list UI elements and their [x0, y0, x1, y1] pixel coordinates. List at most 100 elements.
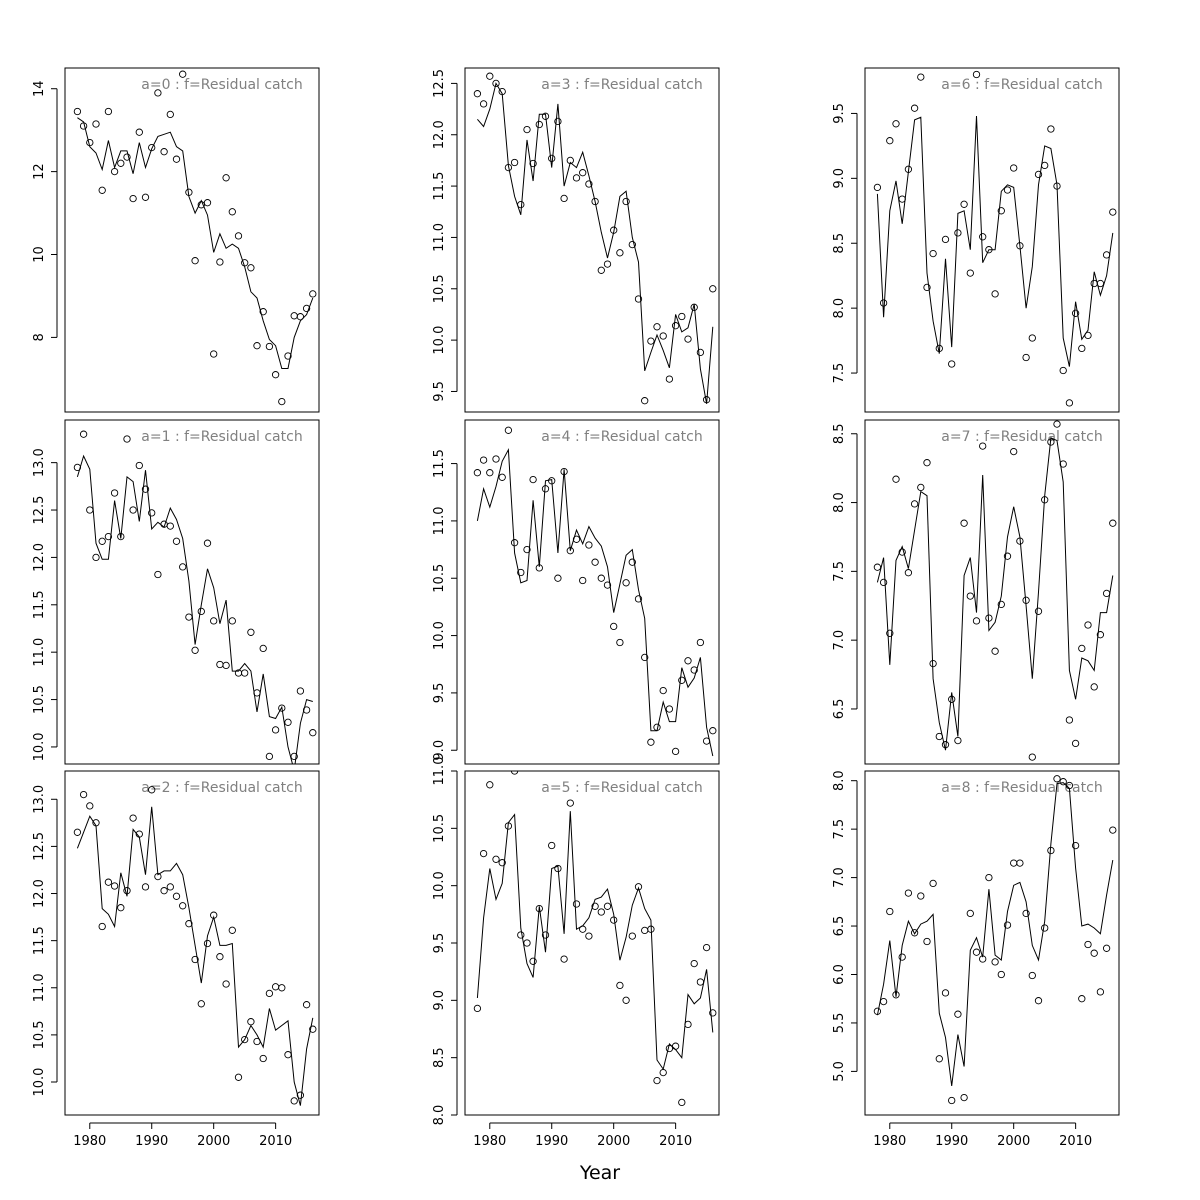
- observed-point: [616, 249, 624, 257]
- y-tick-label: 8.5: [832, 423, 847, 444]
- observed-point: [148, 509, 156, 517]
- observed-point: [123, 887, 131, 895]
- plot-frame: [464, 770, 720, 1116]
- observed-point: [997, 970, 1005, 979]
- x-tick-label: 1980: [473, 1134, 506, 1149]
- observed-point: [1028, 334, 1036, 342]
- observed-point: [253, 342, 261, 350]
- observed-point: [709, 285, 717, 293]
- observed-point: [191, 955, 199, 964]
- observed-point: [991, 958, 999, 966]
- observed-point: [671, 747, 680, 756]
- observed-point: [309, 1025, 317, 1033]
- observed-point: [641, 397, 649, 405]
- observed-point: [892, 475, 900, 483]
- observed-point: [634, 883, 643, 891]
- observed-point: [265, 752, 274, 761]
- observed-point: [210, 911, 218, 919]
- observed-point: [622, 197, 630, 206]
- observed-point: [265, 342, 274, 351]
- observed-point: [79, 122, 88, 130]
- observed-point: [284, 1051, 292, 1059]
- observed-point: [129, 194, 137, 203]
- observed-point: [278, 704, 286, 712]
- y-tick-label: 10.0: [32, 1068, 47, 1097]
- observed-point: [284, 718, 292, 726]
- observed-point: [929, 659, 937, 668]
- y-tick-label: 7.5: [832, 819, 847, 840]
- observed-point: [210, 350, 218, 358]
- observed-point: [610, 622, 618, 631]
- observed-point: [628, 240, 636, 249]
- observed-point: [104, 107, 113, 116]
- observed-point: [203, 939, 212, 948]
- observed-point: [234, 1073, 243, 1081]
- observed-point: [702, 943, 711, 952]
- observed-point: [185, 920, 193, 928]
- observed-point: [1016, 242, 1024, 250]
- observed-point: [696, 978, 705, 986]
- observed-point: [954, 1010, 962, 1018]
- observed-point: [1028, 753, 1036, 761]
- observed-point: [1003, 186, 1012, 194]
- observed-point: [904, 165, 913, 173]
- y-tick-label: 9.5: [432, 381, 447, 402]
- chart-panel: a=1 : f=Residual catch 10.0 10.5 11.0 11.5 12…: [32, 419, 320, 765]
- observed-point: [960, 519, 968, 527]
- observed-point: [510, 158, 519, 167]
- x-tick-label: 2000: [197, 1134, 230, 1149]
- panel-grid: a=0 : f=Residual catch 8 10 12 14 a=3 : f=Res…: [32, 67, 1120, 1149]
- observed-point: [222, 980, 230, 988]
- observed-point: [597, 266, 605, 274]
- observed-point: [628, 558, 636, 566]
- y-tick-label: 7.0: [832, 867, 847, 888]
- observed-point: [641, 926, 649, 935]
- observed-point: [622, 996, 630, 1004]
- observed-point: [960, 200, 968, 208]
- observed-point: [923, 937, 931, 946]
- observed-point: [1034, 170, 1043, 179]
- y-tick-label: 8.5: [832, 233, 847, 254]
- observed-point: [616, 638, 624, 647]
- observed-point: [560, 955, 568, 963]
- fitted-line: [77, 117, 314, 369]
- observed-point: [222, 174, 230, 182]
- observed-point: [948, 360, 956, 368]
- observed-point: [172, 537, 181, 545]
- observed-point: [247, 264, 255, 272]
- observed-point: [972, 617, 981, 625]
- observed-point: [634, 295, 643, 303]
- observed-point: [591, 902, 599, 910]
- observed-point: [665, 1044, 674, 1053]
- observed-point: [585, 541, 593, 549]
- observed-point: [129, 506, 137, 514]
- plot-frame: [64, 67, 320, 413]
- fitted-line: [476, 448, 714, 757]
- observed-point: [684, 335, 692, 343]
- observed-point: [92, 819, 100, 827]
- y-tick-label: 7.5: [832, 561, 847, 582]
- x-tick-label: 2000: [997, 1134, 1030, 1149]
- observed-point: [892, 991, 900, 999]
- observed-point: [910, 500, 919, 508]
- observed-point: [247, 1018, 255, 1026]
- observed-point: [665, 705, 674, 713]
- observed-point: [517, 931, 525, 939]
- y-tick-label: 10.0: [432, 621, 447, 650]
- observed-point: [510, 539, 519, 547]
- observed-point: [910, 929, 919, 937]
- observed-point: [290, 752, 298, 761]
- x-tick-label: 2010: [1059, 1134, 1092, 1149]
- observed-point: [166, 522, 174, 530]
- plot-frame: [64, 419, 320, 765]
- observed-point: [228, 208, 236, 216]
- observed-point: [1010, 164, 1018, 172]
- data-layer: [73, 70, 317, 406]
- observed-point: [572, 900, 581, 908]
- observed-point: [548, 477, 556, 485]
- observed-point: [985, 246, 993, 254]
- observed-point: [585, 180, 593, 188]
- y-tick-label: 13.0: [32, 785, 47, 814]
- observed-point: [929, 249, 937, 258]
